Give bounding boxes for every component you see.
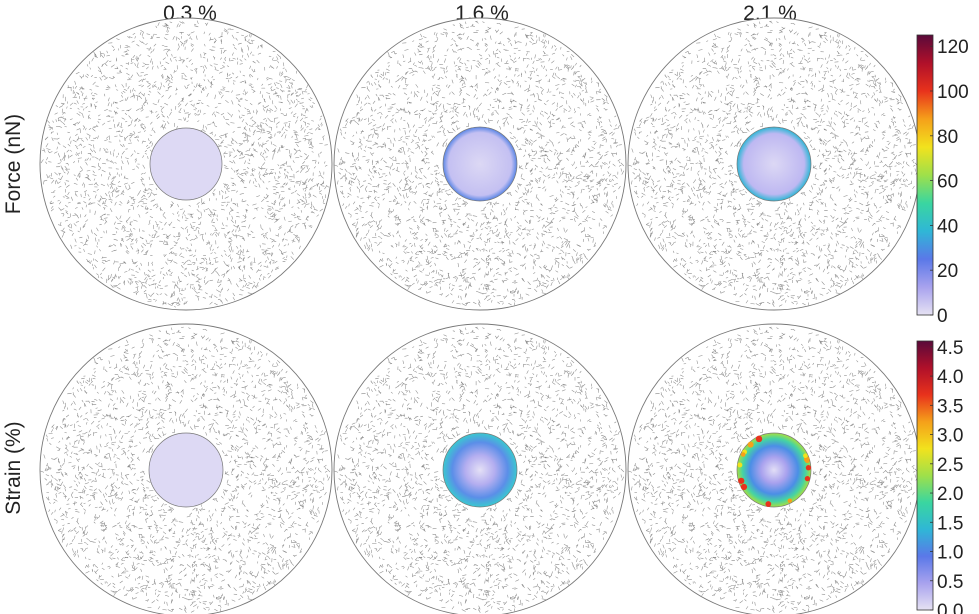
colorbar-tick-label: 1.5 [937,513,963,534]
strain-hotspot [787,498,793,503]
strain-hotspot [737,462,743,468]
colorbar-tick-label: 0.0 [937,601,963,614]
panel-force-1.6 [333,17,627,311]
fiber-network [334,326,625,613]
colorbars-layer: 120 100 80 60 40 20 0 4.5 4.0 3.5 3.0 2.5 2.0 1.5 1.0 0… [916,34,969,614]
strain-hotspot [804,475,811,482]
fiber-network [628,326,919,613]
colorbar-tick-label: 20 [937,261,958,282]
colorbar-tick-label: 3.5 [937,396,963,417]
panel-strain-2.1 [627,323,921,614]
strain-hotspot [755,435,763,443]
strain-hotspot [740,452,746,457]
colorbar-force: 120 100 80 60 40 20 0 [916,34,969,327]
panel-force-2.1 [627,17,921,311]
colorbar-strain-scale [916,340,934,611]
strain-hotspot [738,477,745,484]
colorbar-force-scale [916,34,934,316]
panels-layer [39,17,921,614]
inclusion-disk [442,432,518,508]
fiber-network [40,326,331,613]
strain-hotspot [805,465,812,471]
colorbar-tick-label: 2.0 [937,484,963,505]
colorbar-strain: 4.5 4.0 3.5 3.0 2.5 2.0 1.5 1.0 0.5 0.0 [916,338,963,614]
colorbar-tick-label: 4.5 [937,338,963,359]
colorbar-tick-label: 4.0 [937,367,963,388]
colorbar-tick-label: 60 [937,172,958,193]
fiber-network [334,20,625,307]
colorbar-tick-label: 0.5 [937,572,963,593]
panel-strain-1.6 [333,323,627,614]
inclusion-disk [149,127,223,201]
inclusion-disk [148,432,224,508]
panel-strain-0.3 [39,323,333,614]
colorbar-tick-label: 80 [937,127,958,148]
colorbar-tick-label: 2.5 [937,455,963,476]
colorbar-tick-label: 0 [937,306,948,327]
colorbar-tick-label: 3.0 [937,426,963,447]
inclusion-disk [736,126,812,202]
fiber-network [628,20,919,307]
strain-hotspot [803,453,808,459]
panel-force-0.3 [39,17,333,311]
colorbar-tick-label: 100 [937,82,969,103]
colorbar-tick-label: 120 [937,37,969,58]
inclusion-disk [442,126,518,202]
colorbar-tick-label: 40 [937,216,958,237]
strain-hotspot [765,501,772,507]
strain-hotspot [747,441,754,448]
strain-hotspot [740,483,748,491]
fiber-network [40,20,330,308]
colorbar-tick-label: 1.0 [937,543,963,564]
inclusion-disk [736,432,812,508]
